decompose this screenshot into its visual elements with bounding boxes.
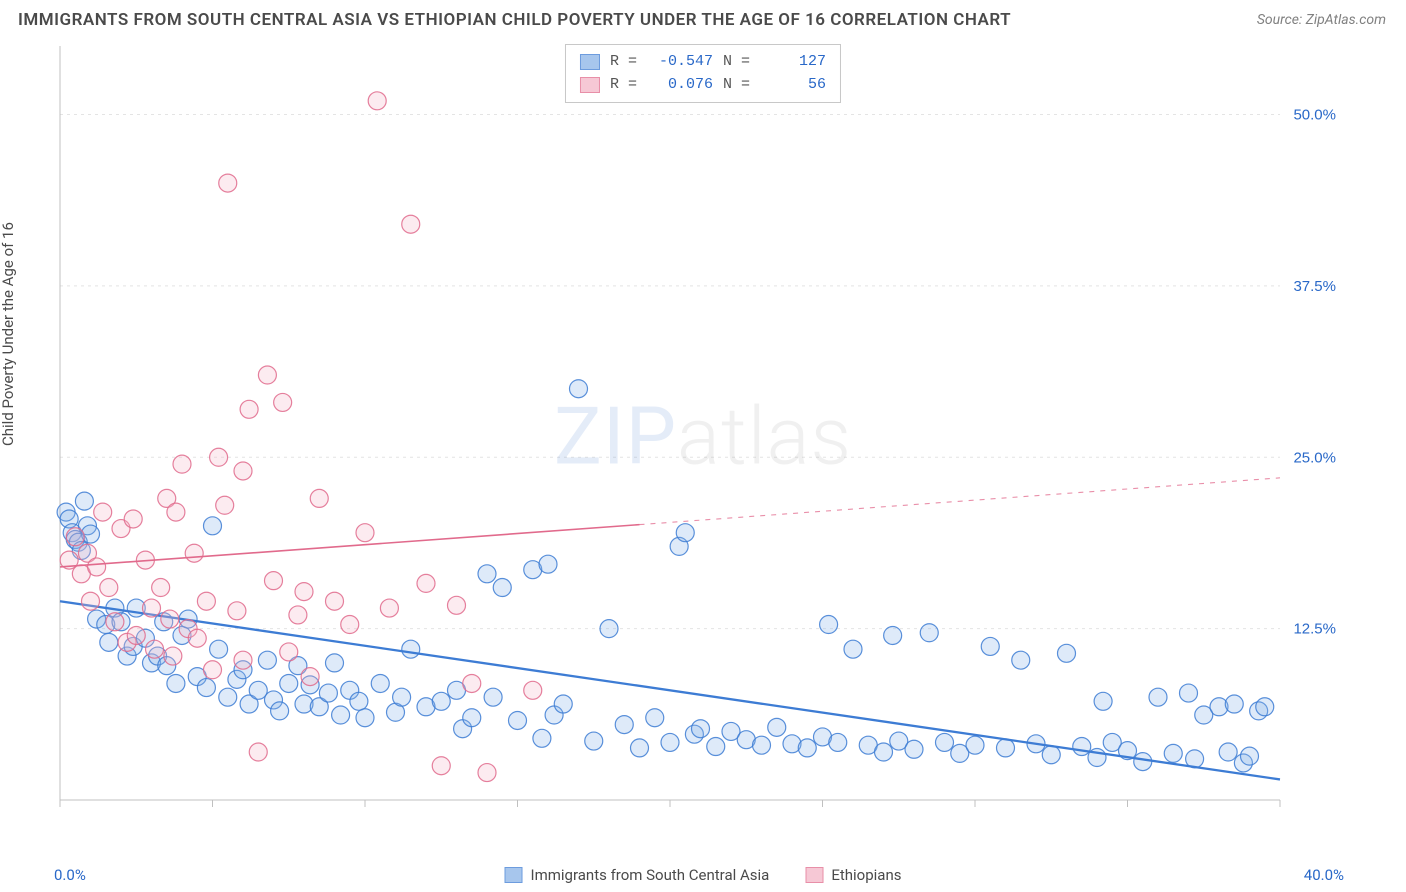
chart-title: IMMIGRANTS FROM SOUTH CENTRAL ASIA VS ET… [18,10,1011,30]
legend-row-sca: R = -0.547 N = 127 [580,51,826,74]
plot-area: 12.5% 25.0% 37.5% 50.0% [54,42,1344,830]
series-legend: Immigrants from South Central Asia Ethio… [505,866,902,884]
legend-item-eth: Ethiopians [805,866,901,884]
r-value-sca: -0.547 [647,51,713,74]
n-label: N = [723,51,750,74]
r-label: R = [610,74,637,97]
svg-text:50.0%: 50.0% [1293,107,1336,124]
r-value-eth: 0.076 [647,74,713,97]
svg-text:25.0%: 25.0% [1293,449,1336,466]
swatch-sca-icon [580,54,600,70]
x-tick-max: 40.0% [1304,866,1344,884]
legend-row-eth: R = 0.076 N = 56 [580,74,826,97]
svg-text:12.5%: 12.5% [1293,621,1336,638]
swatch-eth-icon [805,867,823,883]
legend-label-eth: Ethiopians [831,866,901,884]
source-label: Source: ZipAtlas.com [1257,12,1386,28]
n-label: N = [723,74,750,97]
svg-text:37.5%: 37.5% [1293,278,1336,295]
swatch-eth-icon [580,77,600,93]
chart-svg: 12.5% 25.0% 37.5% 50.0% [54,42,1344,830]
y-axis-label: Child Poverty Under the Age of 16 [0,222,17,446]
r-label: R = [610,51,637,74]
correlation-legend: R = -0.547 N = 127 R = 0.076 N = 56 [565,44,841,103]
n-value-sca: 127 [760,51,826,74]
legend-label-sca: Immigrants from South Central Asia [531,866,770,884]
n-value-eth: 56 [760,74,826,97]
x-tick-min: 0.0% [54,866,86,884]
swatch-sca-icon [505,867,523,883]
legend-item-sca: Immigrants from South Central Asia [505,866,770,884]
